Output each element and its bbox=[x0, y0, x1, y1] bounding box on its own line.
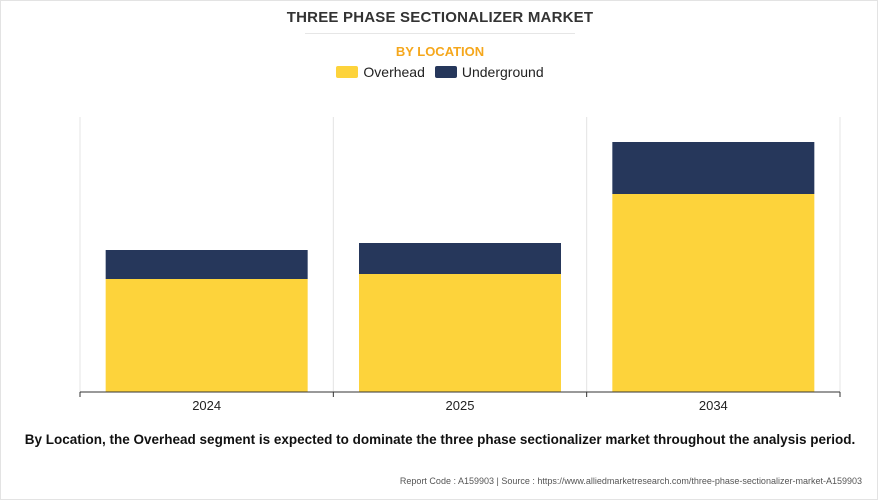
bar-overhead-2034 bbox=[612, 194, 815, 392]
source-footer: Report Code : A159903 | Source : https:/… bbox=[399, 476, 862, 486]
chart-subtitle: BY LOCATION bbox=[395, 44, 485, 59]
legend-swatch-underground bbox=[434, 66, 457, 78]
x-tick-label-2025: 2025 bbox=[446, 398, 475, 413]
legend-swatch-overhead bbox=[336, 66, 359, 78]
x-tick-label-2034: 2034 bbox=[699, 398, 728, 413]
title-divider bbox=[305, 33, 575, 34]
stacked-bar-chart: 2024 2025 2034 bbox=[79, 117, 841, 413]
bar-overhead-2025 bbox=[359, 274, 561, 392]
legend-label-overhead: Overhead bbox=[363, 64, 425, 80]
legend-label-underground: Underground bbox=[461, 64, 544, 80]
legend: Overhead Underground bbox=[0, 64, 880, 80]
chart-caption: By Location, the Overhead segment is exp… bbox=[24, 432, 856, 447]
legend-item-overhead[interactable]: Overhead bbox=[336, 64, 425, 80]
bar-underground-2024 bbox=[105, 250, 308, 279]
legend-item-underground[interactable]: Underground bbox=[434, 64, 544, 80]
chart-title: THREE PHASE SECTIONALIZER MARKET bbox=[286, 9, 594, 26]
x-tick-label-2024: 2024 bbox=[192, 398, 221, 413]
bar-underground-2034 bbox=[612, 142, 815, 194]
bar-underground-2025 bbox=[359, 243, 561, 274]
bar-overhead-2024 bbox=[105, 279, 308, 392]
